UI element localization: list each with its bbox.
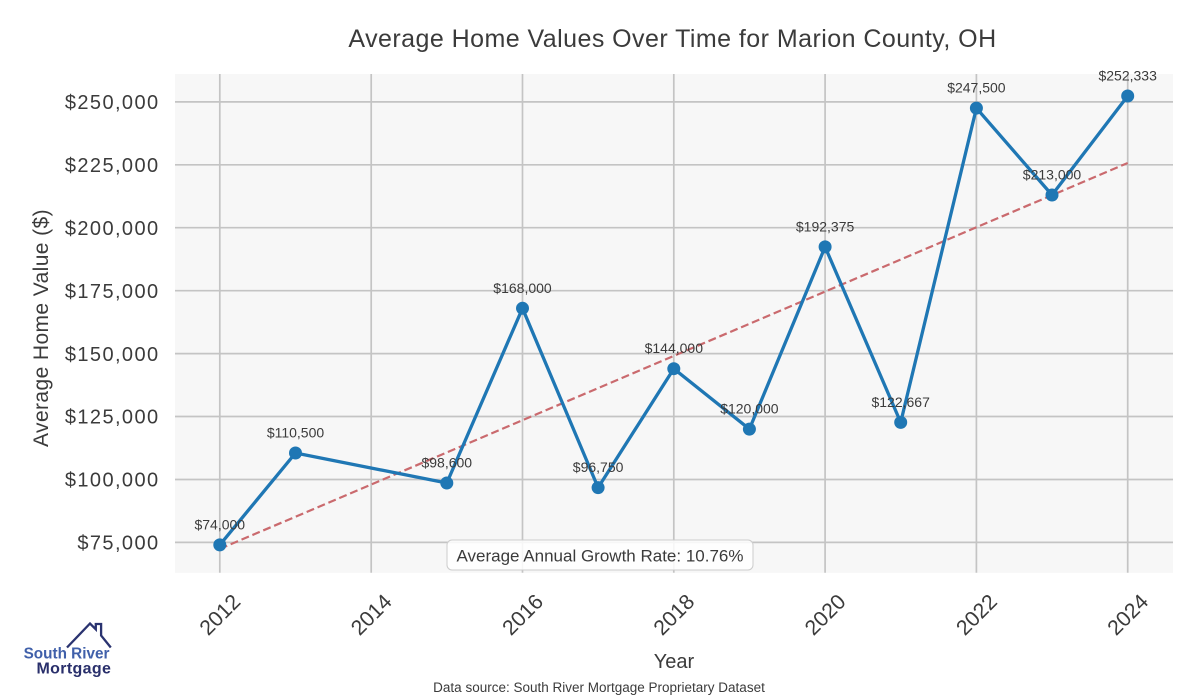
svg-text:$150,000: $150,000 bbox=[65, 344, 160, 366]
svg-text:$250,000: $250,000 bbox=[65, 92, 160, 114]
svg-text:$75,000: $75,000 bbox=[77, 533, 159, 555]
svg-text:$225,000: $225,000 bbox=[65, 155, 160, 177]
svg-text:Average Home Values Over Time: Average Home Values Over Time for Marion… bbox=[348, 25, 996, 53]
svg-text:$144,000: $144,000 bbox=[645, 340, 704, 356]
svg-text:$192,375: $192,375 bbox=[796, 218, 855, 234]
svg-text:Mortgage: Mortgage bbox=[37, 661, 112, 678]
svg-text:$175,000: $175,000 bbox=[65, 281, 160, 303]
svg-text:$213,000: $213,000 bbox=[1023, 167, 1082, 183]
svg-text:$252,333: $252,333 bbox=[1098, 68, 1157, 84]
svg-text:$122,667: $122,667 bbox=[871, 394, 930, 410]
svg-text:$247,500: $247,500 bbox=[947, 80, 1006, 96]
svg-text:$100,000: $100,000 bbox=[65, 470, 160, 492]
svg-text:$125,000: $125,000 bbox=[65, 407, 160, 429]
svg-text:Year: Year bbox=[654, 651, 695, 673]
svg-text:$168,000: $168,000 bbox=[493, 280, 552, 296]
svg-text:Average Home Value ($): Average Home Value ($) bbox=[30, 209, 53, 447]
svg-text:$96,750: $96,750 bbox=[573, 459, 624, 475]
svg-text:South River: South River bbox=[24, 646, 110, 663]
svg-text:$98,600: $98,600 bbox=[421, 455, 472, 471]
svg-text:$110,500: $110,500 bbox=[267, 425, 325, 441]
svg-text:$200,000: $200,000 bbox=[65, 218, 160, 240]
svg-text:Average Annual Growth Rate: 10: Average Annual Growth Rate: 10.76% bbox=[457, 547, 744, 566]
svg-text:$74,000: $74,000 bbox=[194, 516, 245, 532]
svg-text:$120,000: $120,000 bbox=[720, 401, 779, 417]
svg-text:Data source: South River Mortg: Data source: South River Mortgage Propri… bbox=[433, 680, 765, 695]
